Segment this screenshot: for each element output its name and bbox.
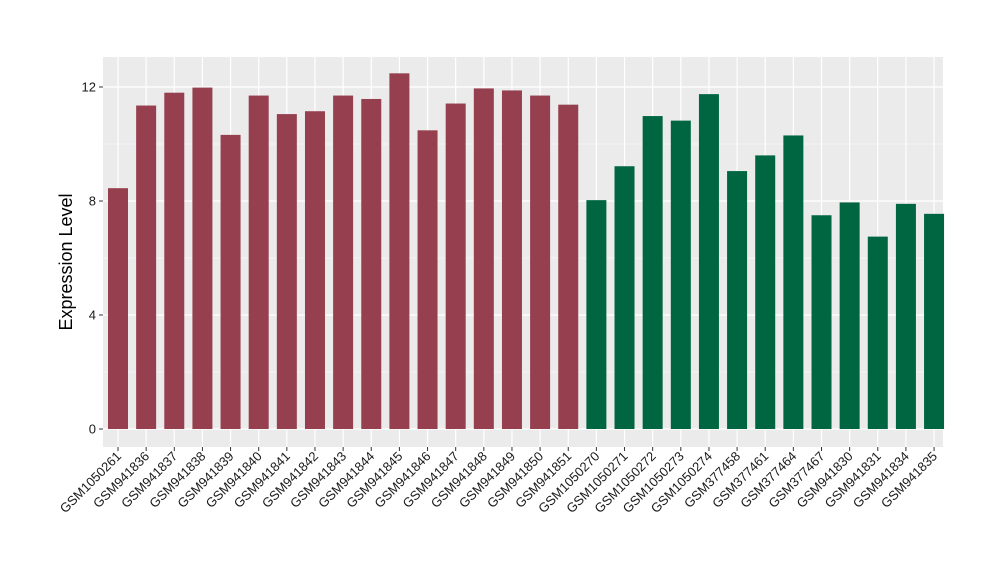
bar-GSM377458 bbox=[727, 171, 748, 429]
y-tick-label: 0 bbox=[89, 422, 96, 437]
bar-GSM941838 bbox=[192, 87, 213, 429]
bar-GSM1050261 bbox=[108, 188, 128, 429]
bar-GSM941834 bbox=[895, 203, 916, 429]
bar-GSM941848 bbox=[473, 88, 494, 430]
bar-GSM377464 bbox=[783, 135, 804, 429]
y-axis: 0 4 8 12 bbox=[82, 80, 103, 437]
bar-GSM941843 bbox=[333, 95, 354, 430]
bar-GSM1050271 bbox=[614, 166, 635, 430]
bar-GSM941836 bbox=[136, 105, 157, 430]
bar-GSM941841 bbox=[276, 114, 297, 429]
bar-GSM941851 bbox=[558, 104, 579, 430]
bar-GSM941846 bbox=[417, 130, 438, 429]
bar-GSM941839 bbox=[220, 134, 241, 429]
y-tick-label: 4 bbox=[89, 308, 96, 323]
bar-GSM1050273 bbox=[670, 120, 691, 429]
bar-GSM1050270 bbox=[586, 200, 607, 429]
bar-GSM941850 bbox=[530, 95, 551, 430]
bar-GSM1050274 bbox=[698, 94, 719, 429]
y-tick-label: 8 bbox=[89, 194, 96, 209]
x-axis: GSM1050261GSM941836GSM941837GSM941838GSM… bbox=[57, 447, 940, 516]
bar-GSM941845 bbox=[389, 73, 410, 429]
bar-GSM941849 bbox=[501, 90, 522, 430]
bar-GSM941837 bbox=[164, 92, 185, 429]
y-axis-title: Expression Level bbox=[56, 193, 76, 330]
bar-GSM941842 bbox=[304, 111, 325, 429]
bar-GSM941830 bbox=[839, 202, 860, 429]
bar-GSM941840 bbox=[248, 95, 269, 430]
bars bbox=[108, 73, 945, 430]
bar-GSM377467 bbox=[811, 215, 832, 429]
bar-GSM941831 bbox=[867, 236, 888, 429]
bar-GSM377461 bbox=[755, 155, 776, 429]
bar-GSM1050272 bbox=[642, 116, 663, 429]
bar-GSM941847 bbox=[445, 103, 466, 429]
bar-GSM941844 bbox=[361, 98, 382, 429]
y-tick-label: 12 bbox=[82, 80, 96, 95]
bar-GSM941835 bbox=[924, 213, 945, 429]
